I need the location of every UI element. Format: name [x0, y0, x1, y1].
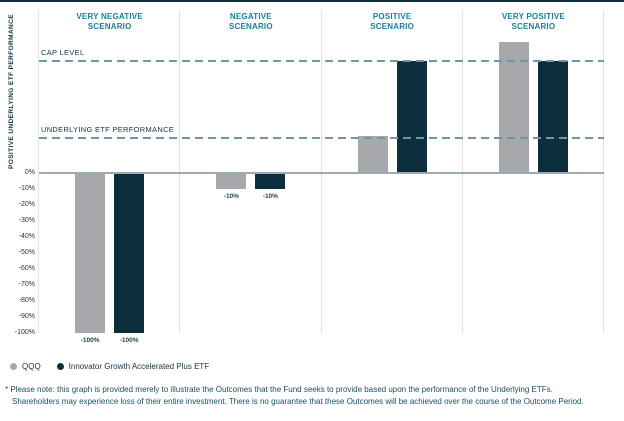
qqq-legend-dot-icon	[10, 362, 17, 370]
section-divider-line	[179, 10, 181, 333]
qqq-legend-label: QQQ	[22, 361, 41, 371]
footnote-line-2: Shareholders may experience loss of thei…	[12, 397, 584, 406]
legend: QQQ Innovator Growth Accelerated Plus ET…	[10, 360, 225, 372]
y-axis-tick-label: -40%	[18, 232, 35, 240]
top-border-rule	[0, 0, 624, 2]
y-axis-tick-label: -50%	[18, 248, 35, 256]
qqq-bar-0	[75, 173, 106, 333]
section-divider-line	[603, 10, 604, 333]
section-divider-line	[320, 10, 322, 333]
scenario-heading: POSITIVE SCENARIO	[322, 12, 463, 31]
innovator-etf-bar-2	[396, 61, 427, 174]
underlying-etf-performance-label: UNDERLYING ETF PERFORMANCE	[41, 124, 175, 134]
innovator-etf-bar-1	[255, 173, 286, 190]
bar-value-label: -10%	[262, 193, 278, 201]
scenario-heading: VERY NEGATIVE SCENARIO	[39, 12, 180, 31]
qqq-bar-3	[498, 41, 529, 174]
innovator-etf-bar-3	[537, 61, 568, 174]
section-divider-line	[461, 10, 463, 333]
zero-percent-baseline	[39, 172, 604, 175]
y-axis-tick-label: -70%	[18, 280, 35, 288]
cap-level-label: CAP LEVEL	[41, 48, 85, 58]
bar-value-label: -100%	[80, 337, 100, 344]
etf-legend-label: Innovator Growth Accelerated Plus ETF	[68, 361, 210, 371]
etf-legend-dot-icon	[56, 362, 64, 370]
cap-level-dashed-line	[39, 60, 604, 63]
underlying-etf-dashed-line	[39, 136, 604, 139]
y-axis-tick-label: -80%	[18, 296, 35, 304]
scenario-heading-text: POSITIVE SCENARIO	[370, 12, 415, 31]
scenario-heading: VERY POSITIVE SCENARIO	[463, 12, 604, 31]
y-axis-tick-label: -30%	[18, 216, 35, 224]
scenario-heading-text: NEGATIVE SCENARIO	[228, 12, 273, 31]
y-axis-tick-label: 0%	[24, 168, 35, 176]
bar-value-label: -10%	[223, 193, 239, 201]
qqq-bar-2	[357, 136, 388, 174]
y-axis-tick-label: -20%	[18, 200, 35, 208]
innovator-etf-bar-0	[114, 173, 145, 333]
scenario-heading: NEGATIVE SCENARIO	[180, 12, 321, 31]
y-axis-tick-label: -10%	[18, 184, 35, 192]
qqq-bar-1	[216, 173, 247, 190]
bar-value-label: -100%	[119, 337, 139, 344]
y-axis-title: POSITIVE UNDERLYING ETF PERFORMANCE	[8, 14, 15, 170]
scenario-heading-text: VERY POSITIVE SCENARIO	[501, 12, 565, 31]
y-axis-tick-label: -90%	[18, 312, 35, 320]
footnote: * Please note: this graph is provided me…	[5, 384, 622, 408]
y-axis-tick-label: -60%	[18, 264, 35, 272]
scenario-heading-text: VERY NEGATIVE SCENARIO	[76, 12, 143, 31]
plot-area: CAP LEVEL UNDERLYING ETF PERFORMANCE VER…	[15, 10, 604, 344]
y-axis-tick-label: -100%	[14, 328, 35, 336]
footnote-line-1: * Please note: this graph is provided me…	[5, 385, 553, 394]
